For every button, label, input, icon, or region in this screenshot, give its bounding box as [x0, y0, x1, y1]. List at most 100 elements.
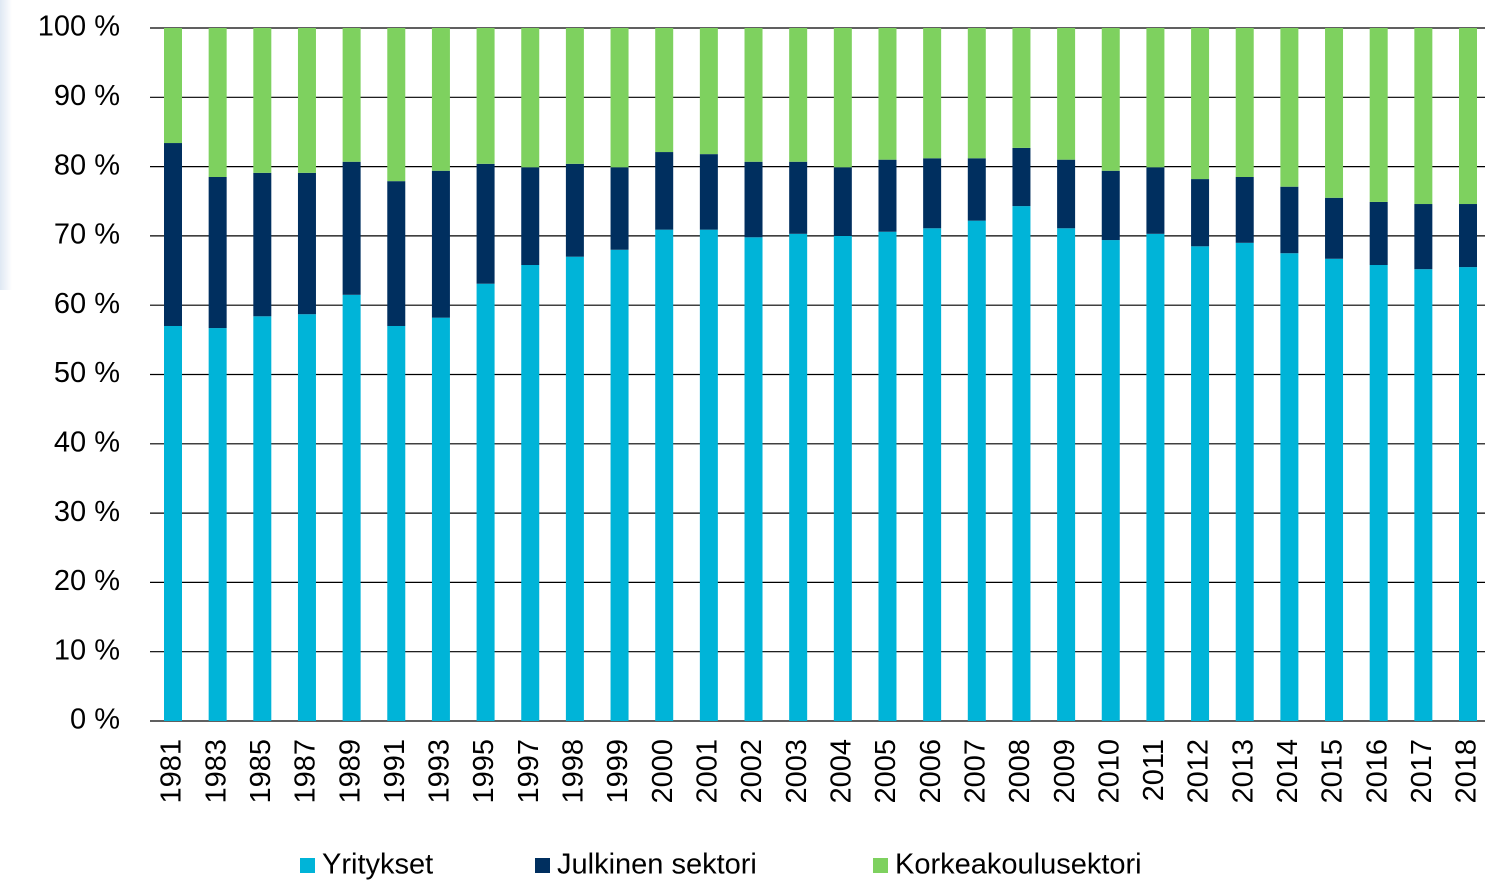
bar-segment [431, 170, 450, 318]
bar-segment [789, 161, 808, 234]
bar-segment [1191, 246, 1210, 722]
x-tick-label: 2002 [736, 739, 768, 804]
bar-segment [967, 28, 986, 159]
bar-segment [610, 167, 629, 250]
bar-segment [342, 294, 361, 721]
bar-segment [253, 316, 272, 721]
bar-segment [476, 163, 495, 284]
bar-segment [699, 154, 718, 230]
bar-segment [967, 158, 986, 221]
bar-segment [923, 228, 942, 722]
bar-segment [1325, 28, 1344, 198]
x-tick-label: 1995 [468, 739, 500, 804]
bar-segment [1191, 28, 1210, 180]
bar-segment [208, 28, 227, 177]
legend-label: Yritykset [322, 849, 433, 881]
y-tick-label: 80 % [54, 149, 120, 181]
bar-segment [610, 28, 629, 168]
bar-segment [1459, 28, 1477, 205]
bar-segment [1012, 28, 1031, 148]
bar-segment [1101, 170, 1120, 241]
x-tick-label: 2017 [1406, 739, 1438, 804]
bar-segment [744, 28, 763, 162]
x-tick-label: 1983 [200, 739, 232, 804]
bar-segment [833, 167, 852, 236]
bar-segment [1057, 159, 1076, 229]
bar-segment [967, 220, 986, 722]
bar-segment [1235, 176, 1254, 243]
y-tick-label: 20 % [54, 565, 120, 597]
bar-segment [878, 159, 897, 232]
bar-segment [1146, 233, 1165, 722]
bar-segment [1414, 204, 1433, 270]
bar-segment [655, 152, 674, 230]
bar-segment [297, 28, 316, 173]
x-tick-label: 1981 [156, 739, 188, 804]
bar-segment [208, 176, 227, 329]
x-tick-label: 2010 [1093, 739, 1125, 804]
bar-segment [878, 28, 897, 160]
x-tick-label: 2012 [1183, 739, 1215, 804]
x-tick-label: 2000 [647, 739, 679, 804]
bar-segment [164, 28, 182, 144]
bar-segment [476, 28, 495, 164]
x-tick-label: 2009 [1049, 739, 1081, 804]
bar-segment [208, 328, 227, 721]
bar-segment [1012, 206, 1031, 721]
bar-segment [164, 325, 182, 721]
bar-segment [1369, 28, 1388, 202]
bar-segment [1235, 242, 1254, 721]
bar-segment [744, 237, 763, 721]
bar-segment [744, 161, 763, 238]
y-tick-label: 0 % [70, 704, 120, 736]
bar-segment [1235, 28, 1254, 177]
x-tick-label: 2015 [1317, 739, 1349, 804]
x-tick-label: 2006 [915, 739, 947, 804]
bar-segment [655, 28, 674, 153]
x-tick-label: 2001 [692, 739, 724, 804]
bar-segment [297, 314, 316, 721]
bar-segment [1057, 228, 1076, 722]
bar-segment [833, 28, 852, 168]
y-tick-label: 100 % [38, 11, 120, 43]
legend-label: Korkeakoulusektori [895, 849, 1142, 881]
bar-segment [565, 28, 584, 164]
x-tick-label: 2018 [1451, 739, 1483, 804]
bar-segment [565, 163, 584, 257]
y-tick-label: 40 % [54, 426, 120, 458]
y-tick-label: 70 % [54, 219, 120, 251]
x-tick-label: 2003 [781, 739, 813, 804]
bar-segment [1146, 28, 1165, 168]
y-tick-label: 50 % [54, 357, 120, 389]
bar-segment [1459, 267, 1477, 721]
legend-swatch [300, 858, 315, 873]
bar-segment [521, 167, 540, 266]
bar-segment [1325, 197, 1344, 259]
bar-segment [1101, 28, 1120, 171]
x-tick-label: 2016 [1361, 739, 1393, 804]
x-tick-label: 1987 [290, 739, 322, 804]
bar-segment [1369, 265, 1388, 721]
x-tick-label: 2005 [870, 739, 902, 804]
bar-segment [342, 28, 361, 162]
bar-segment [878, 231, 897, 721]
bar-segment [387, 181, 406, 326]
x-tick-label: 1997 [513, 739, 545, 804]
bar-segment [1280, 253, 1299, 721]
y-tick-label: 30 % [54, 496, 120, 528]
bar-segment [1280, 28, 1299, 187]
bar-segment [431, 317, 450, 721]
x-tick-label: 1991 [379, 739, 411, 804]
bar-segment [1414, 269, 1433, 721]
x-tick-label: 1985 [245, 739, 277, 804]
bar-segment [923, 28, 942, 159]
x-tick-label: 1998 [558, 739, 590, 804]
bar-segment [342, 161, 361, 295]
bar-segment [1191, 179, 1210, 247]
legend-label: Julkinen sektori [557, 849, 757, 881]
bar-segment [789, 233, 808, 722]
bar-segment [431, 28, 450, 171]
x-tick-label: 2007 [959, 739, 991, 804]
bar-segment [699, 229, 718, 721]
